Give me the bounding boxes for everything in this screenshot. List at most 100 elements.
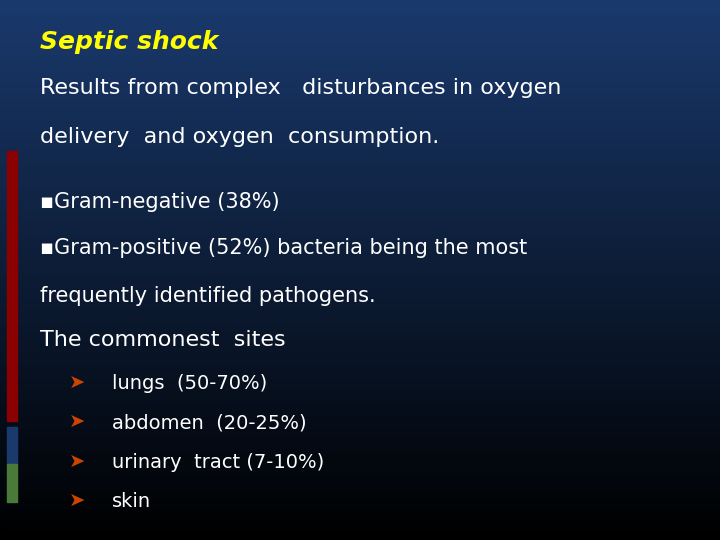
Bar — [0, 22, 720, 27]
Bar — [0, 335, 720, 340]
Bar — [0, 97, 720, 103]
Bar — [0, 275, 720, 281]
Bar — [0, 432, 720, 437]
Bar — [0, 81, 720, 86]
Bar — [0, 92, 720, 97]
Bar — [0, 410, 720, 416]
Bar — [0, 130, 720, 135]
Bar — [0, 59, 720, 65]
Text: ➤: ➤ — [68, 453, 85, 471]
Bar — [0, 481, 720, 486]
Bar — [0, 400, 720, 405]
Bar — [0, 464, 720, 470]
Bar — [0, 194, 720, 200]
Bar — [7, 464, 17, 502]
Bar — [0, 49, 720, 54]
Bar — [0, 308, 720, 313]
Bar — [0, 529, 720, 535]
Bar — [0, 340, 720, 346]
Bar — [0, 103, 720, 108]
Bar — [0, 491, 720, 497]
Bar — [0, 448, 720, 454]
Bar — [0, 200, 720, 205]
Bar — [0, 459, 720, 464]
Bar — [0, 167, 720, 173]
Bar — [0, 319, 720, 324]
Bar — [0, 297, 720, 302]
Bar — [0, 497, 720, 502]
Text: ▪Gram-negative (38%): ▪Gram-negative (38%) — [40, 192, 279, 212]
Bar — [0, 211, 720, 216]
Bar — [0, 216, 720, 221]
Bar — [0, 329, 720, 335]
Bar — [0, 362, 720, 367]
Bar — [0, 5, 720, 11]
Text: ▪Gram-positive (52%) bacteria being the most: ▪Gram-positive (52%) bacteria being the … — [40, 238, 527, 258]
Bar — [0, 135, 720, 140]
Bar — [0, 427, 720, 432]
Text: ➤: ➤ — [68, 374, 85, 393]
Bar — [7, 427, 17, 464]
Bar — [0, 157, 720, 162]
Text: ➤: ➤ — [68, 413, 85, 432]
Bar — [0, 146, 720, 151]
Bar — [0, 265, 720, 270]
Text: delivery  and oxygen  consumption.: delivery and oxygen consumption. — [40, 127, 439, 147]
Bar — [0, 189, 720, 194]
Bar — [0, 486, 720, 491]
Bar — [0, 518, 720, 524]
Bar — [0, 178, 720, 184]
Bar — [0, 351, 720, 356]
Bar — [0, 162, 720, 167]
Bar — [0, 454, 720, 459]
Bar — [0, 232, 720, 238]
Bar — [0, 65, 720, 70]
Bar — [0, 205, 720, 211]
Text: abdomen  (20-25%): abdomen (20-25%) — [112, 413, 306, 432]
Bar — [0, 76, 720, 81]
Bar — [0, 151, 720, 157]
Bar — [7, 151, 17, 421]
Bar — [0, 470, 720, 475]
Bar — [0, 86, 720, 92]
Bar — [0, 373, 720, 378]
Bar — [0, 286, 720, 292]
Bar — [0, 513, 720, 518]
Bar — [0, 367, 720, 373]
Bar — [0, 292, 720, 297]
Bar — [0, 173, 720, 178]
Text: urinary  tract (7-10%): urinary tract (7-10%) — [112, 453, 324, 471]
Bar — [0, 38, 720, 43]
Bar — [0, 475, 720, 481]
Bar — [0, 443, 720, 448]
Bar — [0, 119, 720, 124]
Bar — [0, 184, 720, 189]
Bar — [0, 524, 720, 529]
Bar — [0, 324, 720, 329]
Bar — [0, 54, 720, 59]
Bar — [0, 502, 720, 508]
Bar — [0, 11, 720, 16]
Text: Results from complex   disturbances in oxygen: Results from complex disturbances in oxy… — [40, 78, 561, 98]
Bar — [0, 302, 720, 308]
Text: Septic shock: Septic shock — [40, 30, 218, 53]
Bar — [0, 43, 720, 49]
Bar — [0, 508, 720, 513]
Bar — [0, 313, 720, 319]
Text: skin: skin — [112, 492, 150, 511]
Bar — [0, 70, 720, 76]
Bar — [0, 270, 720, 275]
Bar — [0, 124, 720, 130]
Text: frequently identified pathogens.: frequently identified pathogens. — [40, 286, 375, 306]
Bar — [0, 437, 720, 443]
Text: ➤: ➤ — [68, 492, 85, 511]
Bar — [0, 259, 720, 265]
Bar — [0, 113, 720, 119]
Bar — [0, 416, 720, 421]
Bar — [0, 281, 720, 286]
Bar — [0, 535, 720, 540]
Bar — [0, 32, 720, 38]
Bar — [0, 243, 720, 248]
Bar — [0, 383, 720, 389]
Bar — [0, 394, 720, 400]
